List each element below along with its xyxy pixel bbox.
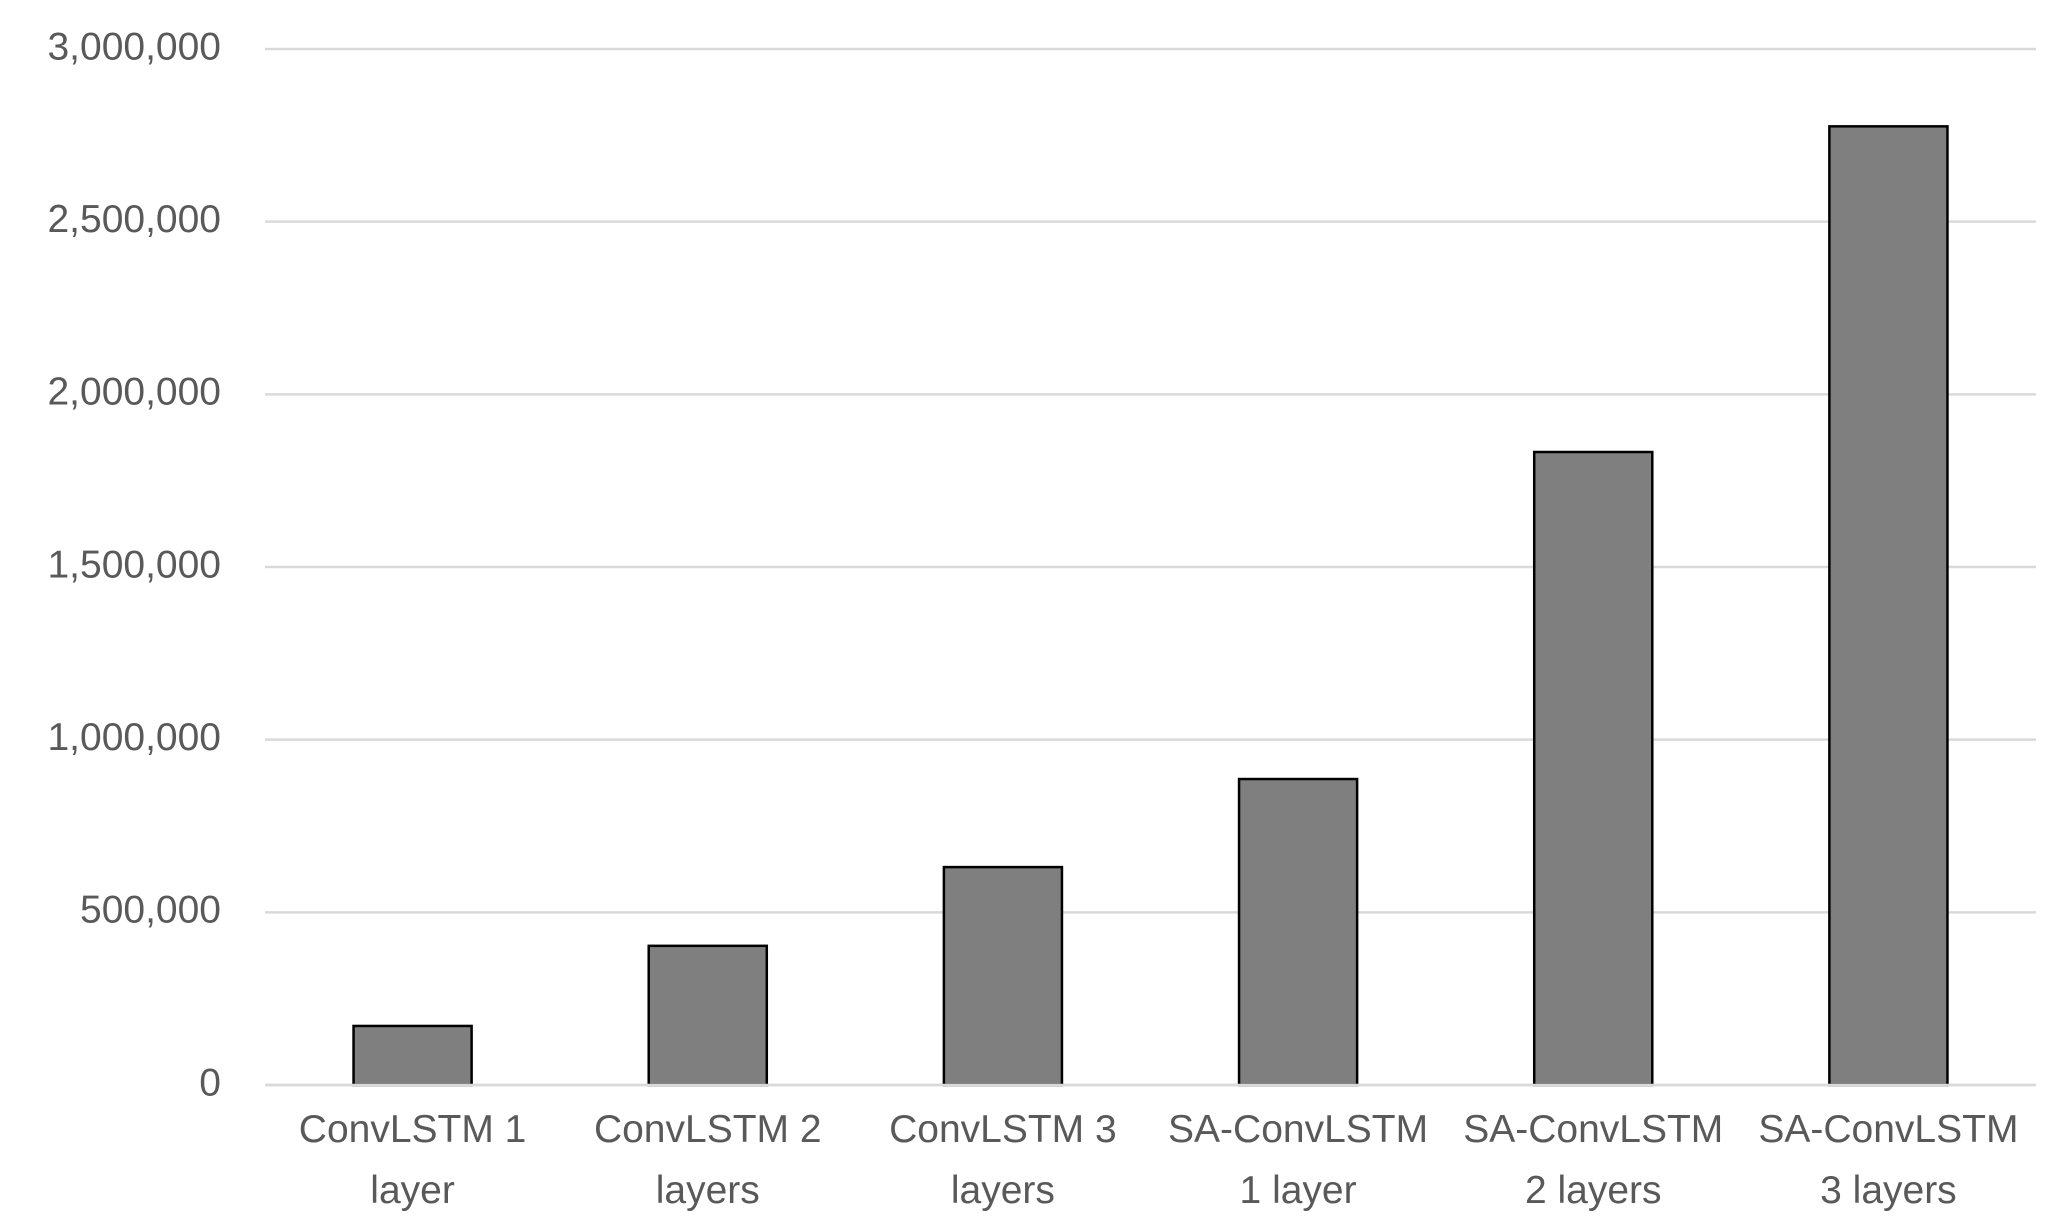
x-tick-label: ConvLSTM 3 layers <box>889 1108 1117 1212</box>
y-tick-label: 3,000,000 <box>47 25 221 68</box>
x-tick-label: SA-ConvLSTM 1 layer <box>1168 1108 1428 1212</box>
bar <box>942 865 1064 1087</box>
x-tick-label: ConvLSTM 1 layer <box>299 1108 527 1212</box>
bar <box>352 1024 473 1087</box>
y-tick-label: 2,500,000 <box>47 198 221 241</box>
y-tick-label: 500,000 <box>80 889 221 932</box>
y-tick-label: 1,500,000 <box>47 543 221 586</box>
x-tick-label: SA-ConvLSTM 3 layers <box>1758 1108 2018 1212</box>
bar <box>1237 777 1359 1087</box>
y-tick-label: 0 <box>199 1061 221 1104</box>
x-tick-label: ConvLSTM 2 layers <box>594 1108 822 1212</box>
x-tick-label: SA-ConvLSTM 2 layers <box>1463 1108 1723 1212</box>
y-tick-label: 1,000,000 <box>47 716 221 759</box>
bar <box>647 944 769 1087</box>
bar <box>1532 450 1654 1087</box>
bar <box>1828 125 1949 1087</box>
y-tick-label: 2,000,000 <box>47 371 221 414</box>
